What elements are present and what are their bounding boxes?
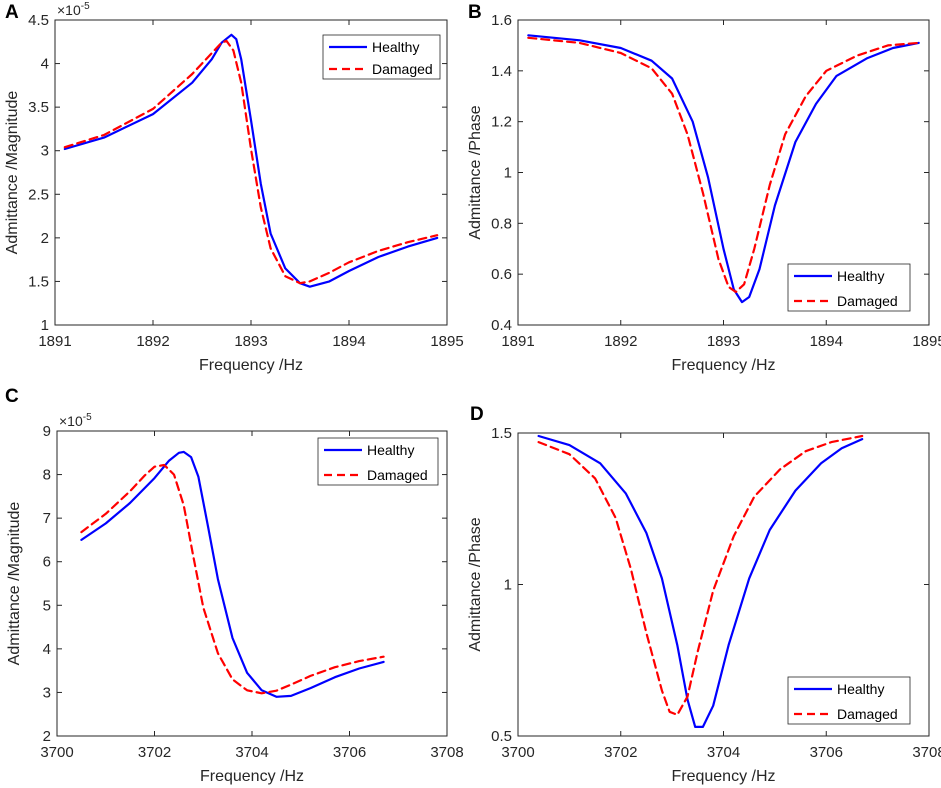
series-line-healthy (527, 34, 920, 304)
x-tick-label: 3704 (707, 744, 740, 761)
series-line-damaged (527, 36, 920, 294)
y-tick-label: 4 (43, 641, 51, 658)
x-tick-label: 1892 (136, 333, 169, 350)
y-tick-label: 0.8 (491, 215, 512, 232)
y-tick-label: 8 (43, 467, 51, 484)
x-tick-label: 3700 (501, 744, 534, 761)
y-tick-label: 1 (41, 317, 49, 334)
legend: Healthy Damaged (787, 263, 911, 312)
y-tick-label: 1.5 (28, 273, 49, 290)
legend-entry-damaged: Damaged (837, 706, 898, 722)
y-tick-label: 3.5 (28, 99, 49, 116)
x-axis-label: Frequency /Hz (671, 768, 775, 785)
y-tick-label: 0.5 (491, 728, 512, 745)
series-line-damaged (63, 39, 439, 285)
series-line-healthy (537, 434, 864, 729)
panel-a: 1891 1892 1893 1894 1895 1 1.5 2 2.5 3 3.5 4 4.5 ×10-… (4, 1, 464, 374)
legend: Healthy Damaged (322, 34, 441, 80)
x-tick-label: 3706 (333, 744, 366, 761)
y-axis-label: Admittance /Phase (467, 105, 484, 239)
x-tick-label: 1893 (707, 333, 740, 350)
y-tick-label: 1.2 (491, 114, 512, 131)
y-exponent-label: ×10-5 (57, 1, 90, 18)
x-tick-label: 3702 (138, 744, 171, 761)
x-tick-label: 3708 (430, 744, 463, 761)
panel-d: 3700 3702 3704 3706 3708 0.5 1 1.5 Frequency /Hz… (467, 425, 941, 785)
x-tick-label: 1892 (604, 333, 637, 350)
series-line-damaged (80, 463, 385, 695)
y-tick-label: 2 (41, 230, 49, 247)
x-tick-label: 1891 (501, 333, 534, 350)
y-tick-label: 3 (43, 684, 51, 701)
y-tick-label: 4.5 (28, 12, 49, 29)
x-tick-label: 1893 (234, 333, 267, 350)
y-tick-label: 3 (41, 143, 49, 160)
y-axis-label: Admittance /Magnitude (4, 91, 21, 255)
x-tick-label: 1894 (810, 333, 843, 350)
y-tick-label: 7 (43, 510, 51, 527)
legend-entry-healthy: Healthy (837, 268, 884, 284)
legend-entry-healthy: Healthy (837, 681, 884, 697)
x-tick-label: 1895 (912, 333, 941, 350)
y-tick-label: 0.6 (491, 266, 512, 283)
y-tick-label: 2 (43, 728, 51, 745)
y-exponent-label: ×10-5 (59, 412, 92, 429)
x-tick-label: 1891 (38, 333, 71, 350)
legend-box (787, 263, 911, 312)
series-line-damaged (537, 434, 864, 716)
panel-letter-a: A (5, 2, 19, 23)
x-axis-label: Frequency /Hz (199, 357, 303, 374)
legend: Healthy Damaged (787, 676, 911, 725)
x-axis-label: Frequency /Hz (200, 768, 304, 785)
y-tick-label: 1 (504, 165, 512, 182)
legend: Healthy Damaged (317, 437, 439, 486)
y-tick-label: 2.5 (28, 186, 49, 203)
x-tick-label: 1894 (332, 333, 365, 350)
panel-letter-c: C (5, 386, 19, 407)
y-tick-label: 9 (43, 423, 51, 440)
y-tick-label: 1 (504, 577, 512, 594)
y-tick-label: 1.4 (491, 63, 512, 80)
legend-entry-damaged: Damaged (837, 293, 898, 309)
x-tick-label: 3708 (912, 744, 941, 761)
x-tick-label: 1895 (430, 333, 463, 350)
y-axis-label: Admittance /Phase (467, 517, 484, 651)
y-tick-label: 1.6 (491, 12, 512, 29)
y-tick-label: 0.4 (491, 317, 512, 334)
legend-box (317, 437, 439, 486)
y-tick-label: 6 (43, 554, 51, 571)
x-tick-label: 3700 (40, 744, 73, 761)
panel-letter-b: B (468, 2, 482, 23)
legend-entry-healthy: Healthy (367, 442, 414, 458)
legend-entry-damaged: Damaged (372, 61, 433, 77)
panel-b: 1891 1892 1893 1894 1895 0.4 0.6 0.8 1 1.2 1.4 1.6 F… (467, 12, 941, 374)
y-tick-label: 4 (41, 56, 49, 73)
x-tick-label: 3706 (810, 744, 843, 761)
series-line-healthy (63, 33, 439, 288)
legend-entry-healthy: Healthy (372, 39, 419, 55)
x-tick-label: 3702 (604, 744, 637, 761)
x-tick-label: 3704 (235, 744, 268, 761)
legend-box (787, 676, 911, 725)
y-axis-label: Admittance /Magnitude (6, 502, 23, 666)
panel-c: 3700 3702 3704 3706 3708 2 3 4 5 6 7 8 9 ×10-5 Frequen… (6, 412, 464, 785)
x-axis-label: Frequency /Hz (671, 357, 775, 374)
legend-entry-damaged: Damaged (367, 467, 428, 483)
legend-box (322, 34, 441, 80)
y-tick-label: 1.5 (491, 425, 512, 442)
y-tick-label: 5 (43, 597, 51, 614)
panel-letter-d: D (470, 404, 484, 425)
series-line-healthy (80, 450, 385, 698)
